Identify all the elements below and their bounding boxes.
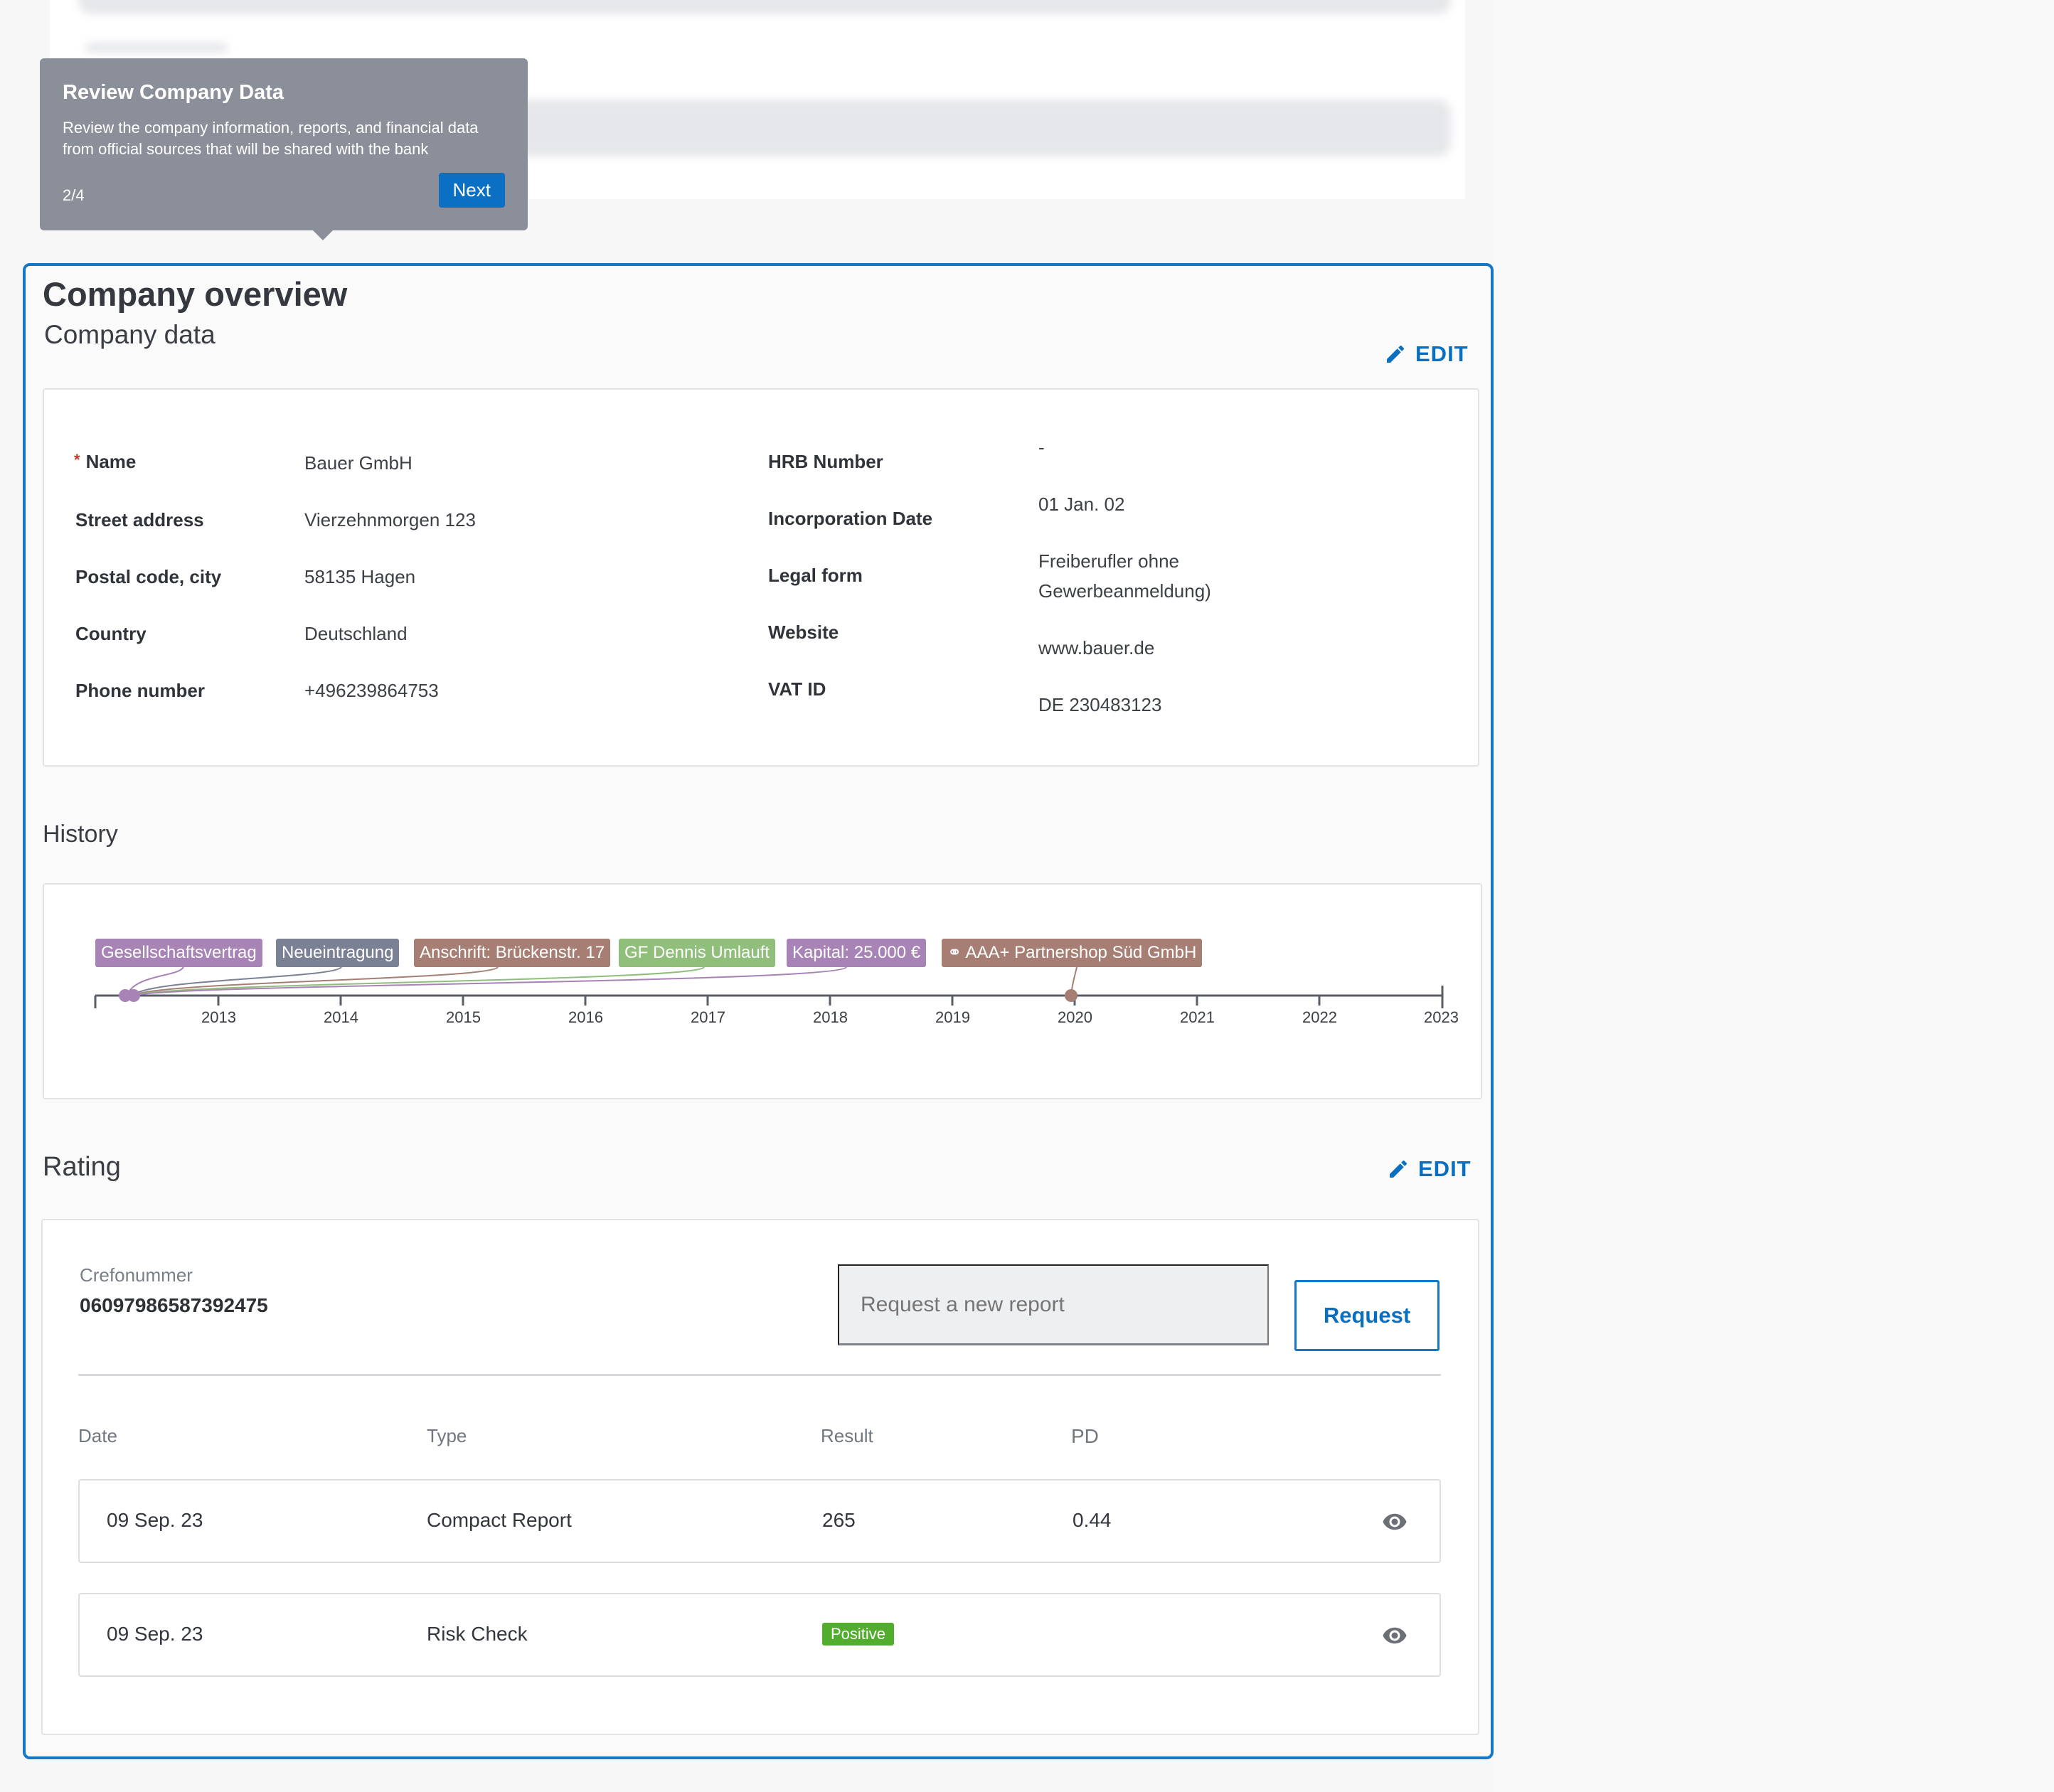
field-value-vat: DE 230483123 <box>1038 694 1162 715</box>
field-value-name: Bauer GmbH <box>304 452 413 474</box>
company-data-edit-button[interactable]: EDIT <box>1384 341 1469 367</box>
event-connector <box>132 966 342 996</box>
tooltip-title: Review Company Data <box>63 81 284 104</box>
rating-heading: Rating <box>43 1152 121 1182</box>
column-header-pd: PD <box>1071 1425 1099 1447</box>
timeline-year-label: 2018 <box>813 1008 848 1026</box>
timeline-event[interactable]: Anschrift: Brückenstr. 17 <box>414 939 611 967</box>
field-label-phone: Phone number <box>75 680 206 701</box>
timeline-event[interactable]: Gesellschaftsvertrag <box>95 939 262 967</box>
tooltip-step-counter: 2/4 <box>63 186 85 204</box>
row-result: 265 <box>822 1509 856 1531</box>
timeline-year-label: 2019 <box>935 1008 970 1026</box>
history-heading: History <box>43 821 118 848</box>
blurred-bar <box>85 43 228 53</box>
field-label-name: * Name <box>74 451 137 472</box>
field-value-phone: +496239864753 <box>304 680 439 701</box>
timeline-year-label: 2013 <box>201 1008 236 1026</box>
column-header-date: Date <box>78 1425 117 1446</box>
timeline-year-label: 2022 <box>1302 1008 1337 1026</box>
field-value-legal-form: Freiberufler ohne Gewerbeanmeldung) <box>1038 550 1211 602</box>
field-label-legal-form: Legal form <box>768 565 863 586</box>
field-value-street: Vierzehnmorgen 123 <box>304 509 476 530</box>
rating-divider <box>78 1374 1441 1376</box>
company-data-heading: Company data <box>44 320 215 349</box>
event-marker <box>127 989 140 1002</box>
field-value-country: Deutschland <box>304 623 408 644</box>
event-connector <box>132 966 499 996</box>
edit-label: EDIT <box>1418 1156 1472 1181</box>
timeline-event[interactable]: ⚭ AAA+ Partnershop Süd GmbH <box>942 939 1203 967</box>
status-badge: Positive <box>822 1623 895 1646</box>
section-title: Company overview <box>43 275 348 313</box>
table-row[interactable]: 09 Sep. 23 Compact Report 265 0.44 <box>78 1479 1441 1563</box>
pencil-icon <box>1390 1160 1408 1178</box>
field-value-incorporation: 01 Jan. 02 <box>1038 494 1125 515</box>
timeline-year-label: 2023 <box>1424 1008 1459 1026</box>
timeline-event[interactable]: Kapital: 25.000 € <box>787 939 927 967</box>
field-label-hrb: HRB Number <box>768 451 883 472</box>
page-gutter <box>1494 0 2054 1792</box>
event-connector <box>132 966 847 996</box>
field-value-hrb: - <box>1038 437 1045 458</box>
crefo-number: 06097986587392475 <box>80 1294 268 1316</box>
blurred-bar <box>78 0 1451 14</box>
timeline-year-label: 2014 <box>324 1008 358 1026</box>
event-marker <box>1065 989 1077 1002</box>
request-report-input[interactable] <box>838 1264 1269 1345</box>
column-header-type: Type <box>427 1425 467 1446</box>
field-label-vat: VAT ID <box>768 678 826 700</box>
row-pd: 0.44 <box>1073 1509 1112 1531</box>
field-label-website: Website <box>768 622 839 643</box>
field-label-street: Street address <box>75 509 204 530</box>
timeline-year-label: 2015 <box>446 1008 481 1026</box>
onboarding-tooltip: Review Company Data Review the company i… <box>40 58 528 240</box>
request-button[interactable]: Request <box>1294 1280 1440 1351</box>
table-row[interactable]: 09 Sep. 23 Risk Check Positive <box>78 1593 1441 1677</box>
company-data-card <box>43 388 1479 767</box>
history-card <box>43 883 1482 1099</box>
row-date: 09 Sep. 23 <box>107 1623 203 1645</box>
field-value-postal: 58135 Hagen <box>304 566 416 587</box>
timeline-event[interactable]: GF Dennis Umlauft <box>619 939 776 967</box>
eye-icon[interactable] <box>1378 1509 1411 1535</box>
timeline-year-label: 2016 <box>568 1008 603 1026</box>
timeline-year-label: 2021 <box>1180 1008 1215 1026</box>
field-value-website: www.bauer.de <box>1038 637 1155 658</box>
next-button[interactable]: Next <box>438 173 505 208</box>
column-header-result: Result <box>821 1425 873 1446</box>
timeline-year-label: 2020 <box>1058 1008 1092 1026</box>
row-date: 09 Sep. 23 <box>107 1509 203 1531</box>
field-label-country: Country <box>75 623 147 644</box>
tooltip-text: Review the company information, reports,… <box>63 119 479 158</box>
pencil-icon <box>1387 345 1405 363</box>
field-label-incorporation: Incorporation Date <box>768 508 933 529</box>
row-type: Risk Check <box>427 1623 528 1645</box>
required-marker: * <box>74 451 80 469</box>
event-connector <box>132 966 705 996</box>
timeline-year-label: 2017 <box>691 1008 725 1026</box>
timeline-event[interactable]: Neueintragung <box>276 939 400 967</box>
crefo-label: Crefonummer <box>80 1264 193 1286</box>
row-type: Compact Report <box>427 1509 572 1531</box>
event-connector <box>126 966 184 996</box>
rating-edit-button[interactable]: EDIT <box>1387 1156 1472 1182</box>
field-label-postal: Postal code, city <box>75 566 222 587</box>
eye-icon[interactable] <box>1378 1623 1411 1648</box>
edit-label: EDIT <box>1415 341 1469 366</box>
